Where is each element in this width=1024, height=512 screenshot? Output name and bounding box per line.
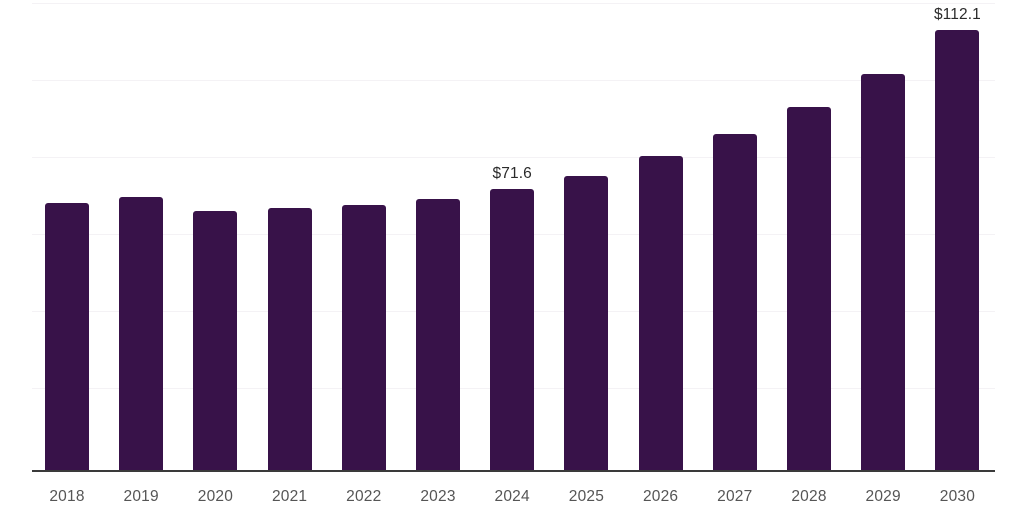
x-tick-label-2018: 2018	[49, 488, 85, 505]
x-tick-label-2030: 2030	[939, 488, 976, 505]
x-tick-label-2021: 2021	[271, 488, 308, 505]
x-tick-label-2026: 2026	[642, 488, 679, 505]
bar-rect[interactable]	[267, 207, 312, 470]
x-tick-label-2019: 2019	[123, 488, 159, 505]
x-tick-label-2027: 2027	[717, 488, 753, 505]
bar-value-label-2030: $112.1	[933, 6, 981, 24]
bar-rect[interactable]	[712, 133, 757, 470]
x-tick-label-2024: 2024	[494, 488, 530, 505]
bar-2028[interactable]	[787, 107, 831, 470]
bar-2019[interactable]	[119, 196, 164, 470]
bar-rect[interactable]	[787, 107, 831, 470]
bar-2026[interactable]	[638, 156, 683, 470]
bar-2021[interactable]	[267, 207, 312, 470]
bar-2018[interactable]	[45, 202, 89, 470]
bar-rect[interactable]	[638, 156, 683, 470]
x-tick-label-2023: 2023	[420, 488, 456, 505]
bar-2024[interactable]: $71.6	[490, 165, 535, 470]
bar-rect[interactable]	[119, 196, 164, 470]
gridline	[32, 3, 995, 4]
x-tick-label-2029: 2029	[865, 488, 901, 505]
bar-rect[interactable]	[341, 204, 386, 470]
x-tick-label-2020: 2020	[197, 488, 234, 505]
bar-rect[interactable]	[193, 210, 238, 470]
bar-rect[interactable]	[416, 198, 460, 470]
bar-2020[interactable]	[193, 210, 238, 470]
bars-layer: $71.6 $112.1	[45, 6, 981, 470]
bar-2027[interactable]	[712, 133, 757, 470]
x-axis-labels: 2018 2019 2020 2021 2022 2023 2024 2025 2026 2027…	[0, 473, 1024, 512]
bar-2025[interactable]	[564, 176, 609, 470]
bar-2023[interactable]	[416, 198, 460, 470]
bar-rect[interactable]	[490, 189, 535, 470]
bar-rect[interactable]	[45, 202, 89, 470]
gridline	[32, 80, 995, 81]
bar-rect[interactable]	[861, 73, 906, 470]
bar-2022[interactable]	[341, 204, 386, 470]
bar-rect[interactable]	[935, 30, 980, 470]
x-axis-line	[32, 470, 995, 472]
x-tick-label-2025: 2025	[568, 488, 605, 505]
bar-2029[interactable]	[861, 73, 906, 470]
gridline	[32, 157, 995, 158]
bar-value-label-2024: $71.6	[492, 165, 532, 183]
bar-rect[interactable]	[564, 176, 609, 470]
bar-2030[interactable]: $112.1	[934, 6, 981, 470]
x-tick-label-2028: 2028	[791, 488, 827, 505]
x-tick-label-2022: 2022	[346, 488, 382, 505]
